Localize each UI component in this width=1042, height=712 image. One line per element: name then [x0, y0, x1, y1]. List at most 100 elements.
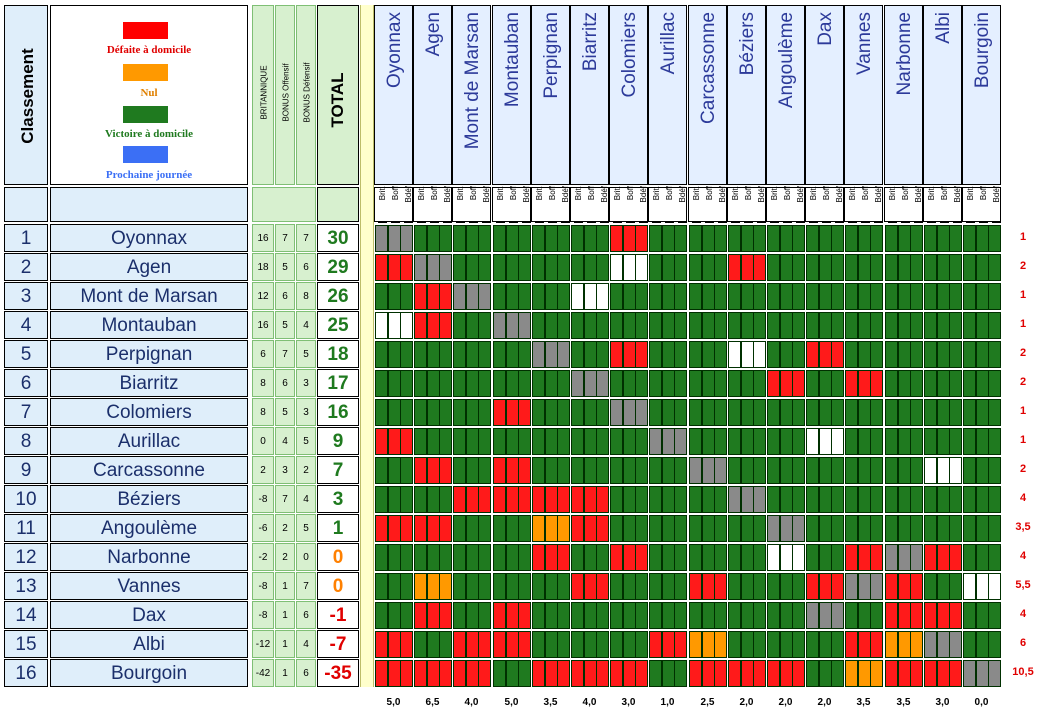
match-result-cell	[387, 428, 401, 455]
bdef-header-label: BONUS Défensif	[302, 62, 312, 123]
match-result-cell	[635, 602, 648, 629]
bdef-cell: 6	[296, 601, 316, 629]
match-result-cell	[453, 660, 466, 687]
match-result-cell	[583, 428, 597, 455]
bdef-cell: 0	[296, 543, 316, 571]
match-result-cell	[596, 660, 609, 687]
match-result-cell	[518, 312, 531, 339]
match-result-cell	[740, 341, 754, 368]
team-subheader: Brit. Boff Bdéf	[570, 186, 609, 223]
total-cell: -1	[317, 601, 359, 629]
rank-cell: 5	[4, 340, 48, 368]
match-result-cell	[400, 341, 413, 368]
legend-swatch-draw	[123, 64, 168, 81]
match-result-cell	[818, 254, 832, 281]
match-result-cell	[845, 254, 858, 281]
match-result-cell	[975, 254, 989, 281]
boff-cell: 1	[275, 659, 295, 687]
match-result-cell	[857, 573, 871, 600]
remaining-points: 6	[1019, 637, 1027, 649]
team-column-header: Montauban	[492, 5, 531, 185]
match-result-cell	[701, 254, 715, 281]
rank-cell: 12	[4, 543, 48, 571]
match-result-cell	[610, 428, 623, 455]
match-result-cell	[426, 602, 440, 629]
match-result-cell	[453, 602, 466, 629]
match-result-cell	[870, 515, 883, 542]
team-column-name: Angoulème	[775, 12, 797, 109]
team-subheader: Brit. Boff Bdéf	[688, 186, 727, 223]
team-subheader-label: Boff	[665, 186, 674, 223]
match-result-cell	[988, 515, 1001, 542]
match-result-cell	[571, 457, 584, 484]
match-result-cell	[936, 631, 950, 658]
match-result-cell	[583, 602, 597, 629]
match-result-cell	[465, 660, 479, 687]
footer-value: 2,0	[739, 697, 754, 708]
classement-label: Classement	[18, 48, 37, 144]
team-column-header: Mont de Marsan	[452, 5, 491, 185]
brit-cell: -42	[252, 659, 274, 687]
boff-cell: 7	[275, 224, 295, 252]
match-result-cell	[689, 486, 702, 513]
team-name-cell: Albi	[50, 630, 248, 658]
match-result-cell	[963, 312, 976, 339]
team-subheader: Brit. Boff Bdéf	[766, 186, 805, 223]
match-result-cell	[924, 544, 937, 571]
match-result-cell	[532, 428, 545, 455]
match-result-cell	[596, 428, 609, 455]
match-result-cell	[779, 370, 793, 397]
match-result-cell	[924, 428, 937, 455]
match-result-cell	[689, 399, 702, 426]
team-name-cell: Narbonne	[50, 543, 248, 571]
match-result-cell	[674, 515, 687, 542]
match-result-cell	[583, 370, 597, 397]
team-column-name: Colomiers	[618, 12, 640, 98]
total-subheader	[317, 187, 359, 222]
match-result-cell	[375, 341, 388, 368]
match-result-cell	[400, 254, 413, 281]
remaining-points: 1	[1019, 405, 1027, 417]
match-result-cell	[375, 283, 388, 310]
match-result-cell	[544, 457, 558, 484]
match-result-cell	[792, 283, 805, 310]
match-result-cell	[478, 486, 491, 513]
match-result-cell	[714, 544, 727, 571]
match-result-cell	[505, 602, 519, 629]
footer-value: 1,0	[660, 697, 675, 708]
legend-label-loss: Défaite à domicile	[106, 44, 192, 56]
team-name-cell: Oyonnax	[50, 224, 248, 252]
match-result-cell	[674, 283, 687, 310]
remaining-points: 5,5	[1015, 579, 1031, 591]
match-result-cell	[689, 225, 702, 252]
bdef-cell: 7	[296, 572, 316, 600]
match-result-cell	[728, 283, 741, 310]
match-result-cell	[910, 486, 923, 513]
match-result-cell	[635, 660, 648, 687]
match-result-cell	[635, 573, 648, 600]
match-result-cell	[571, 602, 584, 629]
match-result-cell	[963, 399, 976, 426]
match-result-cell	[649, 515, 662, 542]
match-result-cell	[818, 631, 832, 658]
match-result-cell	[818, 544, 832, 571]
match-result-cell	[818, 515, 832, 542]
remaining-points: 3,5	[1015, 521, 1031, 533]
match-result-cell	[897, 602, 911, 629]
remaining-points: 10,5	[1012, 666, 1034, 678]
match-result-cell	[649, 544, 662, 571]
match-result-cell	[806, 341, 819, 368]
team-subheader: Brit. Boff Bdéf	[531, 186, 570, 223]
match-result-cell	[465, 573, 479, 600]
match-result-cell	[806, 399, 819, 426]
team-subheader: Brit. Boff Bdéf	[648, 186, 687, 223]
match-result-cell	[988, 602, 1001, 629]
match-result-cell	[505, 399, 519, 426]
match-result-cell	[689, 573, 702, 600]
bdef-cell: 4	[296, 485, 316, 513]
match-result-cell	[505, 573, 519, 600]
match-result-cell	[949, 283, 962, 310]
match-result-cell	[661, 341, 675, 368]
match-result-cell	[701, 428, 715, 455]
team-subheader-label: Brit.	[652, 186, 661, 223]
